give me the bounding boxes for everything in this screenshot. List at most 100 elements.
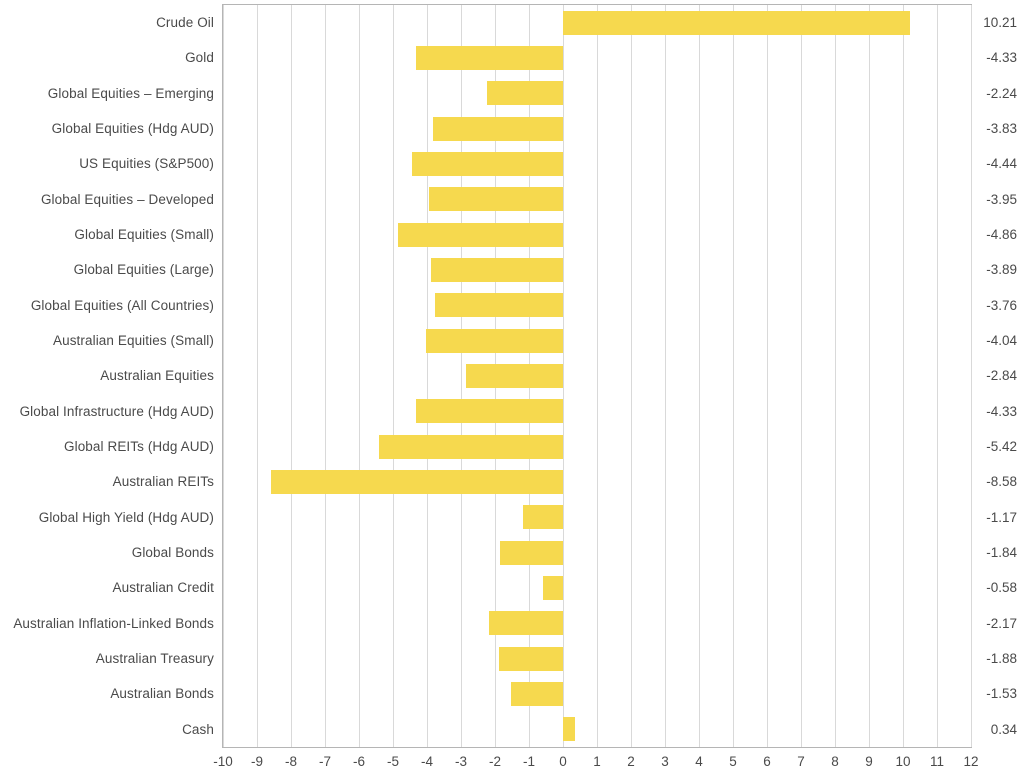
bar [486, 81, 563, 106]
chart-body: Crude Oil 10.21 Gold -4.33 Global Equities –… [0, 4, 1024, 748]
value-label: -4.33 [986, 50, 1017, 66]
x-tick-label: 7 [797, 754, 805, 769]
chart-row: Australian Treasury -1.88 [0, 641, 1024, 676]
category-label: Global Equities (Large) [73, 262, 214, 278]
gridline [801, 5, 802, 747]
gridline [835, 5, 836, 747]
x-tick-label: 2 [627, 754, 635, 769]
bar [271, 469, 563, 494]
gridline [291, 5, 292, 747]
bar [543, 575, 563, 600]
value-label: 0.34 [990, 721, 1017, 737]
x-tick-label: -8 [284, 754, 298, 769]
chart-row: Global Equities (Hdg AUD) -3.83 [0, 111, 1024, 146]
value-label: -2.24 [986, 85, 1017, 101]
x-tick-label: 3 [661, 754, 669, 769]
value-label: -2.17 [986, 615, 1017, 631]
chart-row: Australian Equities (Small) -4.04 [0, 323, 1024, 358]
value-label: -1.88 [986, 651, 1017, 667]
bar [397, 222, 563, 247]
plot-cell [223, 535, 971, 570]
x-tick-label: 4 [695, 754, 703, 769]
plot-cell [223, 146, 971, 181]
value-label: -4.86 [986, 227, 1017, 243]
value-label: -1.53 [986, 686, 1017, 702]
value-label: -4.04 [986, 333, 1017, 349]
gridline [257, 5, 258, 747]
category-label: Australian Inflation-Linked Bonds [13, 615, 214, 631]
chart-row: Global REITs (Hdg AUD) -5.42 [0, 429, 1024, 464]
x-tick-label: 10 [895, 754, 911, 769]
x-tick-label: -10 [213, 754, 233, 769]
bar [563, 717, 575, 742]
chart-row: Global Equities (All Countries) -3.76 [0, 288, 1024, 323]
plot-cell [223, 464, 971, 499]
plot-cell [223, 323, 971, 358]
plot-cell [223, 712, 971, 747]
bar [415, 45, 563, 70]
category-label: Australian Equities [100, 368, 214, 384]
category-label: Gold [185, 50, 214, 66]
plot-cell [223, 429, 971, 464]
x-tick-label: -3 [454, 754, 468, 769]
value-label: -3.95 [986, 191, 1017, 207]
x-tick-label: -2 [488, 754, 502, 769]
gridline [325, 5, 326, 747]
chart-row: US Equities (S&P500) -4.44 [0, 146, 1024, 181]
category-label: Global Equities (All Countries) [30, 297, 214, 313]
value-label: -3.83 [986, 121, 1017, 137]
gridline [699, 5, 700, 747]
plot-cell [223, 76, 971, 111]
bar [425, 328, 563, 353]
x-tick-label: 11 [929, 754, 945, 769]
gridline [665, 5, 666, 747]
value-label: -8.58 [986, 474, 1017, 490]
plot-cell [223, 5, 971, 40]
x-tick-label: 5 [729, 754, 737, 769]
bar [500, 540, 563, 565]
gridline [971, 5, 972, 747]
x-tick-label: 6 [763, 754, 771, 769]
value-label: -5.42 [986, 439, 1017, 455]
bar [428, 187, 563, 212]
category-label: Global Equities – Developed [40, 191, 214, 207]
gridline [733, 5, 734, 747]
gridline [767, 5, 768, 747]
x-tick-label: 12 [963, 754, 979, 769]
bar [378, 434, 563, 459]
category-label: Global Infrastructure (Hdg AUD) [19, 403, 214, 419]
chart-row: Global Infrastructure (Hdg AUD) -4.33 [0, 394, 1024, 429]
bar [563, 10, 911, 35]
plot-cell [223, 358, 971, 393]
chart-row: Global Equities (Large) -3.89 [0, 252, 1024, 287]
bar [510, 681, 563, 706]
plot-cell [223, 394, 971, 429]
plot-cell [223, 606, 971, 641]
category-label: Cash [182, 721, 214, 737]
bar [499, 646, 563, 671]
category-label: Global Equities (Hdg AUD) [51, 121, 214, 137]
chart-row: Gold -4.33 [0, 40, 1024, 75]
x-tick-label: -4 [420, 754, 434, 769]
category-label: Australian Credit [112, 580, 214, 596]
category-label: Australian REITs [112, 474, 214, 490]
chart-rows: Crude Oil 10.21 Gold -4.33 Global Equities –… [0, 5, 1024, 747]
bar [435, 293, 563, 318]
value-label: -0.58 [986, 580, 1017, 596]
x-tick-label: -7 [318, 754, 332, 769]
chart-row: Global High Yield (Hdg AUD) -1.17 [0, 500, 1024, 535]
category-label: Australian Bonds [110, 686, 214, 702]
x-tick-label: -6 [352, 754, 366, 769]
gridline [631, 5, 632, 747]
plot-cell [223, 288, 971, 323]
value-label: 10.21 [983, 15, 1017, 31]
gridline [223, 5, 224, 747]
category-label: Global Equities – Emerging [47, 85, 214, 101]
value-label: -2.84 [986, 368, 1017, 384]
plot-cell [223, 570, 971, 605]
value-label: -3.76 [986, 297, 1017, 313]
chart-row: Australian Inflation-Linked Bonds -2.17 [0, 606, 1024, 641]
gridline [563, 5, 564, 747]
x-tick-label: -9 [250, 754, 264, 769]
value-label: -1.84 [986, 545, 1017, 561]
